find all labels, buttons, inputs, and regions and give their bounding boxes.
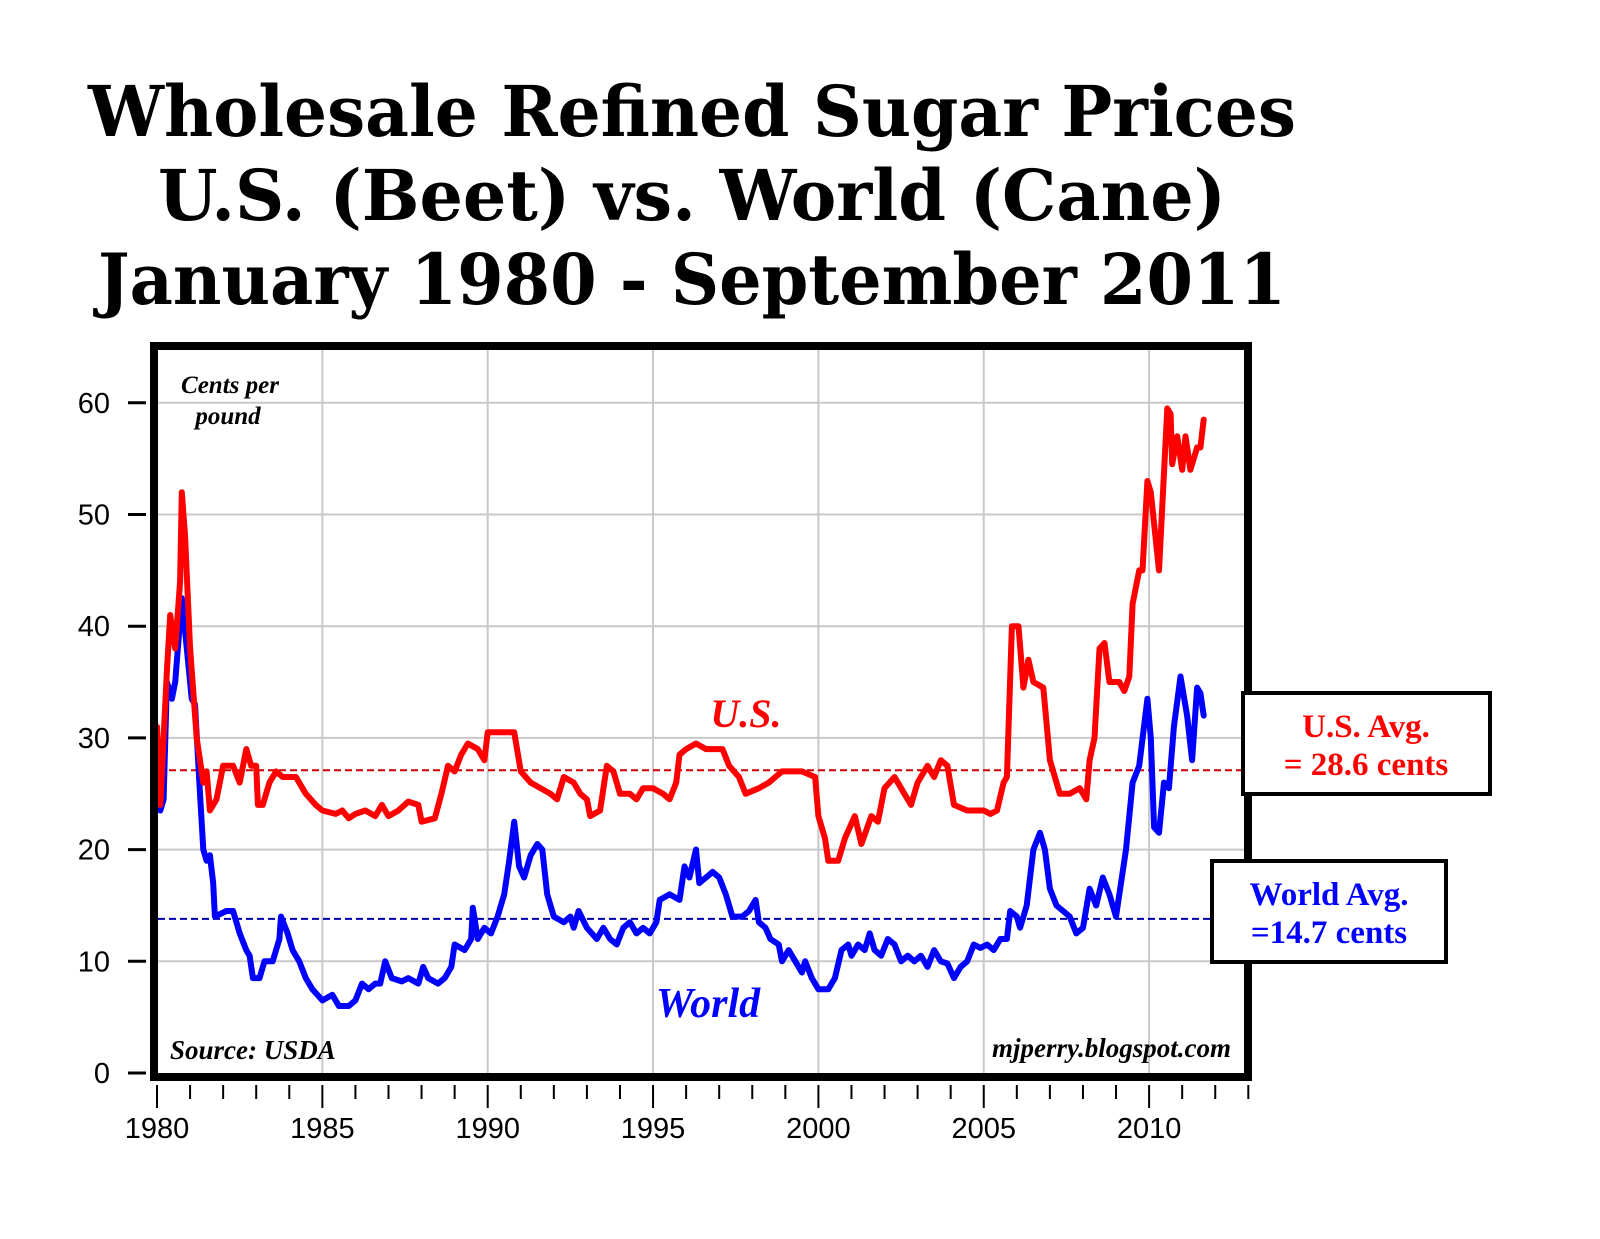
us-series-label: U.S. — [710, 691, 781, 736]
chart-title: Wholesale Refined Sugar Prices U.S. (Bee… — [87, 70, 1296, 321]
x-tick-label: 2000 — [786, 1113, 851, 1145]
y-tick-label: 10 — [78, 946, 110, 978]
world-price-line — [154, 595, 1207, 1009]
x-tick-label: 1980 — [125, 1113, 190, 1145]
average-lines — [158, 769, 1244, 920]
ylabel-line-1: Cents per — [181, 372, 279, 399]
x-tick-label: 1990 — [455, 1113, 520, 1145]
title-line-3: January 1980 - September 2011 — [92, 238, 1286, 321]
y-tick-label: 0 — [94, 1058, 110, 1090]
x-tick-label: 2010 — [1117, 1113, 1182, 1145]
y-tick-label: 30 — [78, 723, 110, 755]
ylabel-line-2: pound — [193, 403, 261, 430]
series-lines — [154, 405, 1207, 1009]
title-line-2: U.S. (Beet) vs. World (Cane) — [158, 154, 1226, 237]
world-series-label: World — [656, 981, 761, 1027]
us-price-line — [154, 405, 1207, 864]
world-avg-label-1: World Avg. — [1250, 877, 1409, 913]
y-tick-label: 20 — [78, 835, 110, 867]
plot-frame — [150, 342, 1252, 1081]
credit-note: mjperry.blogspot.com — [992, 1033, 1231, 1063]
y-tick-label: 60 — [78, 388, 110, 420]
us-average-box: U.S. Avg. = 28.6 cents — [1241, 691, 1492, 796]
us-avg-label-2: = 28.6 cents — [1284, 747, 1449, 783]
x-tick-label: 1995 — [621, 1113, 686, 1145]
x-tick-label: 2005 — [951, 1113, 1016, 1145]
axes: 0 10 20 30 40 50 60 1980 1985 1990 1995 2000 2005 201… — [78, 388, 1250, 1145]
source-note: Source: USDA — [170, 1035, 336, 1065]
world-avg-label-2: =14.7 cents — [1251, 915, 1407, 951]
x-tick-label: 1985 — [290, 1113, 355, 1145]
us-avg-label-1: U.S. Avg. — [1302, 709, 1430, 745]
y-tick-label: 40 — [78, 611, 110, 643]
y-tick-label: 50 — [78, 500, 110, 532]
world-average-box: World Avg. =14.7 cents — [1210, 859, 1448, 964]
gridlines — [158, 350, 1244, 1073]
title-line-1: Wholesale Refined Sugar Prices — [87, 70, 1296, 153]
